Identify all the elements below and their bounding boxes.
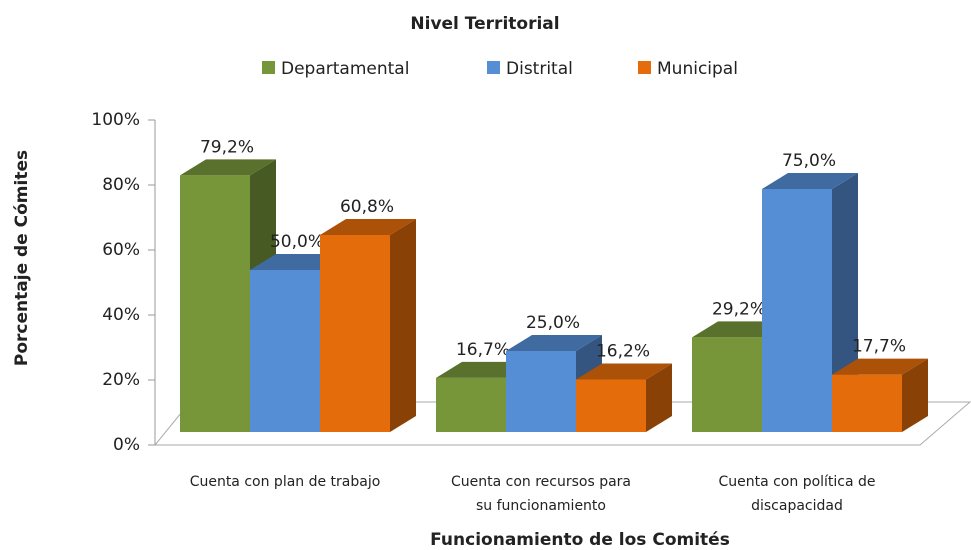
bar-top: [832, 358, 928, 375]
bar: [320, 235, 390, 432]
y-tick-label: 40%: [102, 305, 140, 325]
y-axis-title: Porcentaje de Cómites: [12, 150, 32, 366]
y-tick-label: 20%: [102, 370, 140, 390]
bar: [762, 189, 832, 432]
data-label: 75,0%: [782, 151, 836, 171]
legend-label: Distrital: [506, 59, 573, 79]
data-label: 25,0%: [526, 313, 580, 333]
data-label: 16,2%: [596, 342, 650, 362]
x-tick-label: Cuenta con plan de trabajo: [189, 474, 381, 490]
legend-swatch: [262, 61, 275, 74]
bar-side: [646, 363, 672, 432]
bar: [506, 351, 576, 432]
data-label: 79,2%: [200, 137, 254, 157]
data-label: 17,7%: [852, 337, 906, 357]
bar: [832, 374, 902, 432]
legend-swatch: [638, 61, 651, 74]
y-tick-label: 60%: [102, 240, 140, 260]
data-label: 60,8%: [340, 197, 394, 217]
bar-top: [506, 335, 602, 351]
bar: [250, 270, 320, 432]
bar-side: [902, 358, 928, 432]
bar-top: [762, 173, 858, 189]
legend-swatch: [487, 61, 500, 74]
bar-side: [390, 219, 416, 432]
bar: [180, 175, 250, 432]
y-tick-label: 100%: [91, 110, 140, 130]
y-tick-label: 80%: [102, 175, 140, 195]
bar-top: [180, 159, 276, 176]
x-tick-label: Cuenta con política de discapacidad: [718, 474, 876, 514]
data-label: 16,7%: [456, 340, 510, 360]
bar-top: [576, 363, 672, 380]
x-axis-title: Funcionamiento de los Comités: [430, 530, 730, 550]
chart-title: Nivel Territorial: [410, 14, 559, 34]
data-label: 50,0%: [270, 232, 324, 252]
data-label: 29,2%: [712, 299, 766, 319]
x-tick-label: Cuenta con recursos para su funcionamien…: [450, 474, 632, 514]
bar: [436, 377, 506, 432]
legend-label: Departamental: [281, 59, 409, 79]
bar: [692, 337, 762, 432]
legend-label: Municipal: [657, 59, 738, 79]
y-tick-label: 0%: [113, 435, 140, 455]
bar: [576, 379, 646, 432]
bar-top: [320, 219, 416, 236]
